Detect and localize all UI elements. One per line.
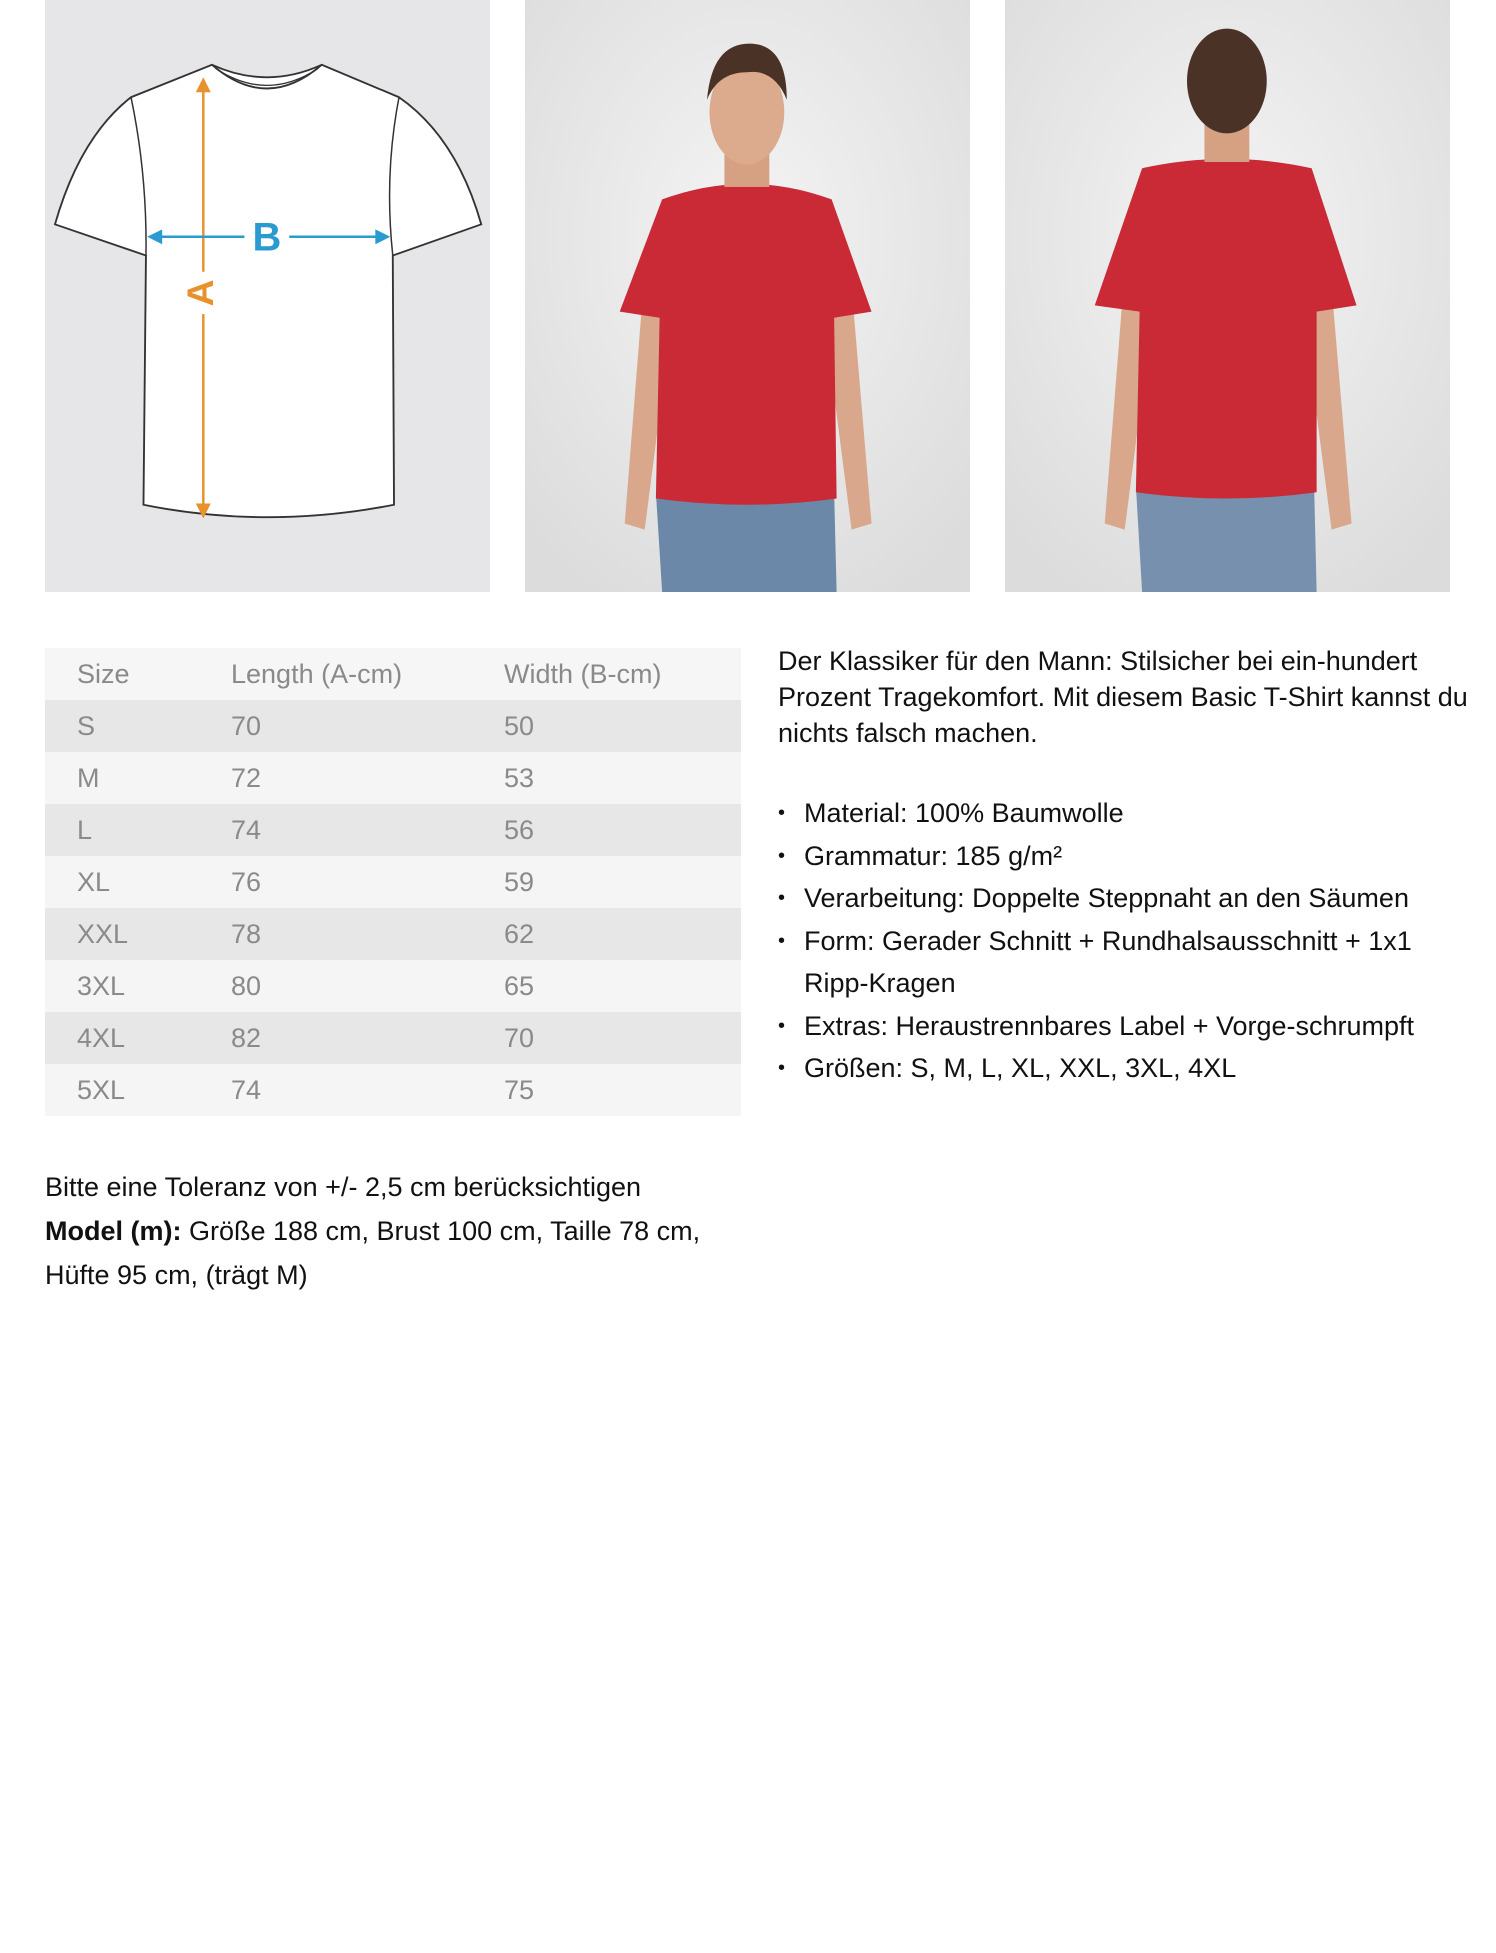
size-diagram-image: A B — [45, 0, 490, 592]
size-table-header: Size Length (A-cm) Width (B-cm) — [45, 648, 741, 700]
size-cell: L — [45, 804, 231, 856]
length-cell: 80 — [231, 960, 504, 1012]
feature-item: Form: Gerader Schnitt + Rundhalsausschni… — [778, 920, 1478, 1005]
model-front-photo — [525, 0, 970, 592]
table-row: M 72 53 — [45, 752, 741, 804]
size-cell: 4XL — [45, 1012, 231, 1064]
tolerance-note: Bitte eine Toleranz von +/- 2,5 cm berüc… — [45, 1172, 642, 1202]
width-cell: 53 — [504, 752, 741, 804]
table-row: XXL 78 62 — [45, 908, 741, 960]
table-row: 5XL 74 75 — [45, 1064, 741, 1116]
length-cell: 70 — [231, 700, 504, 752]
model-label: Model (m): — [45, 1216, 182, 1246]
product-description: Der Klassiker für den Mann: Stilsicher b… — [778, 646, 1468, 748]
width-cell: 56 — [504, 804, 741, 856]
length-cell: 72 — [231, 752, 504, 804]
feature-item: Grammatur: 185 g/m² — [778, 835, 1478, 878]
model-info: Model (m): Größe 188 cm, Brust 100 cm, T… — [45, 1209, 765, 1297]
header-width: Width (B-cm) — [504, 648, 741, 700]
size-cell: 3XL — [45, 960, 231, 1012]
label-b: B — [252, 216, 281, 260]
model-text: Größe 188 cm, Brust 100 cm, Taille 78 cm… — [45, 1216, 701, 1290]
width-cell: 62 — [504, 908, 741, 960]
table-row: L 74 56 — [45, 804, 741, 856]
width-cell: 75 — [504, 1064, 741, 1116]
width-cell: 59 — [504, 856, 741, 908]
red-tshirt-front — [619, 183, 872, 505]
size-cell: XL — [45, 856, 231, 908]
length-cell: 74 — [231, 1064, 504, 1116]
size-cell: M — [45, 752, 231, 804]
size-table: Size Length (A-cm) Width (B-cm) S 70 50 M 72… — [45, 648, 741, 1116]
length-cell: 74 — [231, 804, 504, 856]
fit-notes: Bitte eine Toleranz von +/- 2,5 cm berüc… — [45, 1165, 765, 1297]
width-cell: 70 — [504, 1012, 741, 1064]
length-cell: 76 — [231, 856, 504, 908]
table-row: S 70 50 — [45, 700, 741, 752]
length-cell: 82 — [231, 1012, 504, 1064]
width-cell: 65 — [504, 960, 741, 1012]
table-row: XL 76 59 — [45, 856, 741, 908]
red-tshirt-back — [1094, 158, 1357, 499]
header-length: Length (A-cm) — [231, 648, 504, 700]
label-a: A — [179, 279, 221, 306]
table-row: 4XL 82 70 — [45, 1012, 741, 1064]
model-back-photo — [1005, 0, 1450, 592]
header-size: Size — [45, 648, 231, 700]
feature-item: Material: 100% Baumwolle — [778, 792, 1478, 835]
length-cell: 78 — [231, 908, 504, 960]
feature-item: Größen: S, M, L, XL, XXL, 3XL, 4XL — [778, 1047, 1478, 1090]
size-cell: XXL — [45, 908, 231, 960]
feature-item: Verarbeitung: Doppelte Steppnaht an den … — [778, 877, 1478, 920]
width-cell: 50 — [504, 700, 741, 752]
size-cell: 5XL — [45, 1064, 231, 1116]
table-row: 3XL 80 65 — [45, 960, 741, 1012]
size-cell: S — [45, 700, 231, 752]
feature-list: Material: 100% Baumwolle Grammatur: 185 … — [778, 792, 1478, 1090]
feature-item: Extras: Heraustrennbares Label + Vorge-s… — [778, 1005, 1478, 1048]
